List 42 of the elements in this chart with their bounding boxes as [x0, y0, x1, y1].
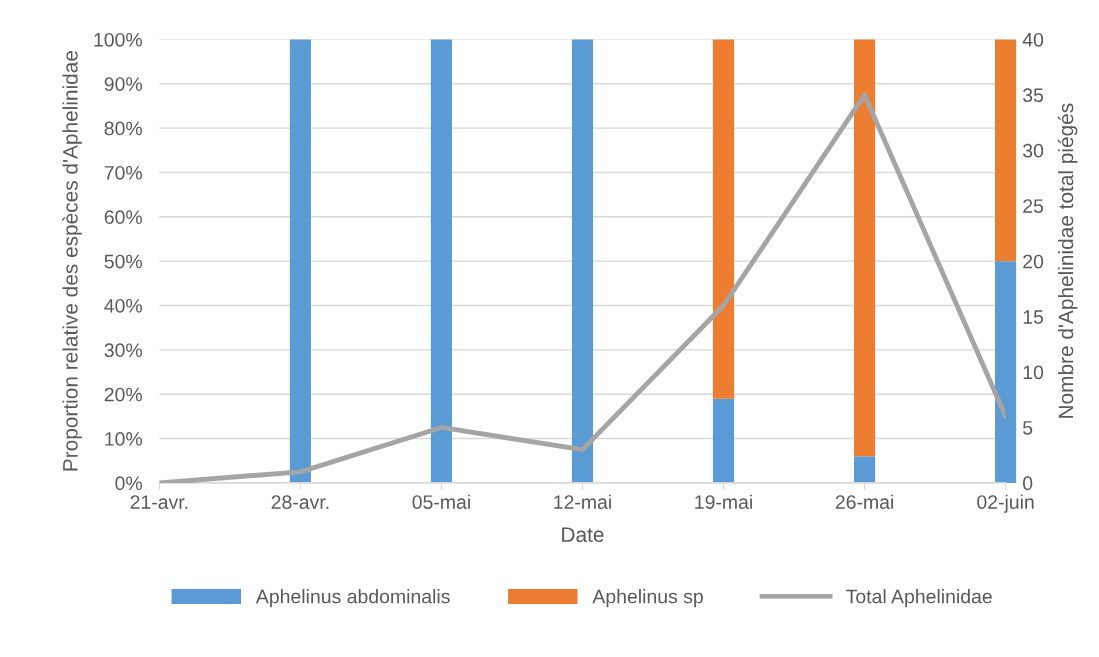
bar	[289, 39, 311, 483]
x-tick-label: 19-mai	[695, 494, 752, 509]
y-tick-label: 70%	[104, 165, 142, 180]
x-tick-label: 21-avr.	[130, 495, 188, 509]
x-axis-title: Date	[562, 527, 604, 543]
bar	[430, 39, 453, 483]
y2-axis-title: Nombre d'Aphelinidae total piégés	[1057, 103, 1078, 418]
y-tick-label: 30%	[104, 343, 142, 358]
y-tick-label: 0%	[115, 476, 142, 491]
y-tick-label: 60%	[104, 210, 142, 225]
y2-tick-label: 30	[1022, 143, 1044, 158]
x-tick-label: 26-mai	[835, 494, 893, 509]
y2-tick-label: 15	[1023, 310, 1044, 324]
y-tick-label: 50%	[104, 254, 142, 269]
y2-tick-label: 20	[1023, 254, 1044, 269]
y2-tick-label: 25	[1023, 199, 1044, 213]
x-tick-label: 28-avr.	[271, 495, 329, 509]
y-axis-title: Proportion relative des espèces d'Aphelinidae	[62, 51, 82, 471]
legend-label: Aphelinus abdominalis	[255, 589, 450, 608]
bar	[571, 39, 594, 483]
y-tick-label: 20%	[104, 387, 142, 402]
bar	[853, 456, 876, 483]
legend-label: Aphelinus sp	[592, 589, 703, 608]
x-tick-label: 12-mai	[554, 494, 611, 509]
y-tick-label: 40%	[104, 298, 142, 313]
bar	[995, 39, 1017, 262]
y-tick-label: 90%	[104, 77, 142, 91]
bar	[853, 39, 876, 457]
y-tick-label: 80%	[104, 121, 142, 136]
bar	[712, 398, 735, 483]
y2-tick-label: 35	[1022, 88, 1044, 103]
bar	[712, 39, 735, 399]
x-tick-label: 05-mai	[412, 494, 470, 509]
y2-tick-label: 10	[1023, 365, 1044, 380]
y2-tick-label: 0	[1023, 476, 1033, 491]
x-tick-label: 02-juin	[977, 494, 1034, 513]
y-tick-label: 100%	[94, 32, 142, 47]
legend-label: Total Aphelinidae	[846, 589, 992, 608]
y-tick-label: 10%	[105, 432, 142, 446]
y2-tick-label: 5	[1023, 421, 1033, 435]
bar	[995, 261, 1017, 483]
y2-tick-label: 40	[1022, 32, 1044, 47]
